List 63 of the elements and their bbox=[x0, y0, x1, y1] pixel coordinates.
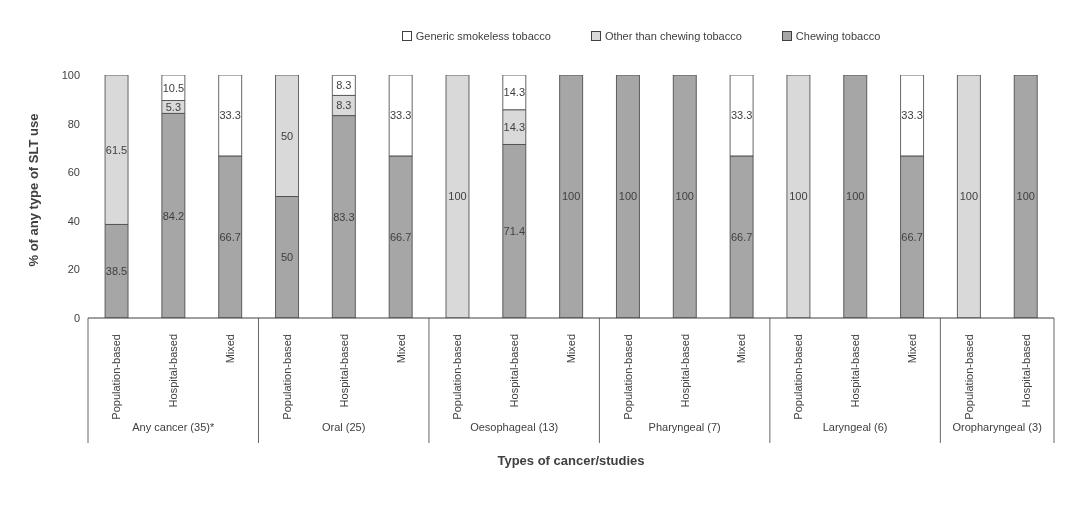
data-label: 100 bbox=[561, 190, 581, 203]
x-tick-label: Population-based bbox=[962, 334, 975, 420]
x-tick-label: Hospital-based bbox=[167, 334, 180, 408]
data-label: 61.5 bbox=[105, 143, 128, 156]
x-tick-label: Hospital-based bbox=[337, 334, 350, 408]
x-tick-label: Hospital-based bbox=[1019, 334, 1032, 408]
data-label: 83.3 bbox=[333, 210, 355, 223]
text: Oesophageal (13) bbox=[470, 421, 559, 433]
data-label: 33.3 bbox=[219, 109, 241, 122]
data-label: 33.3 bbox=[730, 109, 753, 122]
data-label: 14.3 bbox=[503, 121, 526, 134]
x-tick-label: Mixed bbox=[905, 334, 918, 364]
y-tick-label: 0 bbox=[73, 311, 80, 324]
y-tick-label: 60 bbox=[67, 166, 80, 179]
data-label: 14.3 bbox=[503, 86, 526, 99]
data-label: 8.3 bbox=[336, 79, 352, 92]
x-tick-label: Hospital-based bbox=[849, 334, 862, 408]
text: Oral (25) bbox=[322, 421, 366, 433]
x-axis-title: Types of cancer/studies bbox=[497, 453, 645, 468]
data-label: 100 bbox=[618, 190, 638, 203]
data-label: 38.5 bbox=[105, 265, 128, 278]
y-tick-label: 40 bbox=[67, 214, 80, 227]
legend-label: Other than chewing tobacco bbox=[603, 30, 742, 42]
data-label: 50 bbox=[280, 251, 294, 264]
data-label: 100 bbox=[675, 190, 694, 203]
y-tick-label: 100 bbox=[61, 68, 80, 81]
data-label: 50 bbox=[280, 129, 294, 142]
data-label: 8.3 bbox=[336, 99, 352, 112]
legend-label: Chewing tobacco bbox=[794, 30, 881, 42]
data-label: 66.7 bbox=[389, 230, 412, 243]
text: Oropharyngeal (3) bbox=[952, 421, 1042, 433]
data-label: 5.3 bbox=[165, 100, 182, 113]
text: Pharyngeal (7) bbox=[648, 421, 721, 433]
text: Any cancer (35)* bbox=[132, 421, 215, 433]
legend-label: Generic smokeless tobacco bbox=[414, 30, 551, 42]
x-tick-label: Population-based bbox=[280, 334, 293, 420]
x-tick-label: Population-based bbox=[621, 334, 634, 420]
data-label: 33.3 bbox=[389, 109, 412, 122]
data-label: 66.7 bbox=[219, 230, 241, 243]
x-tick-label: Population-based bbox=[110, 334, 123, 420]
text: Laryngeal (6) bbox=[822, 421, 888, 433]
data-label: 71.4 bbox=[503, 225, 526, 238]
y-tick-label: 80 bbox=[67, 117, 80, 130]
y-tick-label: 20 bbox=[67, 263, 80, 276]
data-label: 100 bbox=[1016, 190, 1035, 203]
x-tick-label: Mixed bbox=[735, 334, 748, 364]
data-label: 100 bbox=[846, 190, 865, 203]
data-label: 100 bbox=[789, 190, 808, 203]
x-tick-label: Hospital-based bbox=[678, 334, 691, 408]
x-tick-label: Mixed bbox=[565, 334, 577, 364]
x-tick-label: Mixed bbox=[394, 334, 407, 364]
x-tick-label: Population-based bbox=[792, 334, 805, 420]
data-label: 100 bbox=[448, 190, 467, 203]
y-axis-title: % of any type of SLT use bbox=[25, 113, 41, 267]
x-tick-label: Population-based bbox=[451, 334, 464, 420]
x-tick-label: Hospital-based bbox=[508, 334, 521, 408]
data-label: 66.7 bbox=[730, 230, 753, 243]
data-label: 84.2 bbox=[162, 209, 185, 222]
data-label: 33.3 bbox=[901, 109, 923, 122]
data-label: 10.5 bbox=[162, 81, 185, 94]
data-label: 66.7 bbox=[901, 230, 923, 243]
data-label: 100 bbox=[959, 190, 979, 203]
x-tick-label: Mixed bbox=[224, 334, 237, 364]
